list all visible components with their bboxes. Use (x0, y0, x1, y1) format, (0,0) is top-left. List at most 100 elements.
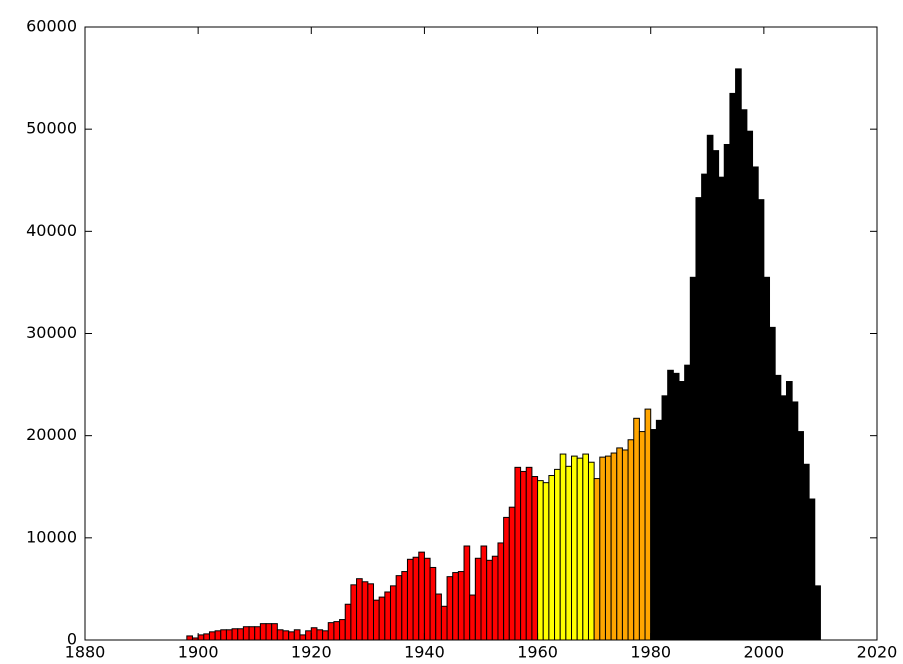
bar (678, 381, 686, 641)
bar (752, 166, 759, 641)
bar (542, 482, 550, 641)
bar (650, 429, 657, 641)
x-tick-label: 1940 (404, 643, 445, 662)
bar (231, 628, 239, 641)
bar (305, 630, 312, 641)
x-tick-label: 1980 (630, 643, 671, 662)
bar (701, 173, 708, 641)
bar (316, 629, 324, 641)
bar (429, 566, 437, 641)
bar (356, 578, 363, 641)
bar (599, 456, 606, 641)
bar (440, 605, 448, 641)
x-tick-label: 2000 (743, 643, 784, 662)
bar (548, 475, 556, 641)
bar (259, 623, 267, 641)
bar (327, 622, 335, 641)
bar (814, 585, 821, 641)
bar (667, 369, 674, 641)
bar (214, 630, 222, 641)
bar (469, 594, 476, 641)
bar (282, 630, 290, 641)
bar (208, 631, 216, 641)
bar (706, 134, 714, 641)
x-tick-label: 1920 (291, 643, 332, 662)
y-tick-label: 40000 (26, 221, 77, 240)
bar (644, 408, 652, 641)
bar (525, 466, 533, 641)
bar (655, 419, 663, 641)
bar (763, 276, 771, 641)
bar (389, 585, 397, 641)
bar (197, 634, 205, 641)
bar (276, 629, 284, 641)
bar (565, 465, 573, 641)
bar (633, 417, 640, 641)
bar (367, 583, 375, 641)
bar (797, 431, 804, 641)
bar (242, 626, 250, 641)
bar (474, 557, 482, 641)
bar (418, 551, 425, 641)
bar (802, 463, 810, 641)
bar (248, 626, 256, 641)
bar (220, 629, 227, 641)
bar (299, 634, 307, 641)
bar (497, 542, 505, 641)
bar (203, 633, 210, 641)
bar (457, 571, 465, 641)
bar (769, 326, 776, 641)
y-tick-label: 10000 (26, 527, 77, 546)
bar (339, 619, 346, 641)
bar (616, 447, 623, 641)
bar (237, 628, 244, 641)
x-tick-label: 1880 (65, 643, 106, 662)
bar (621, 449, 629, 641)
bar (582, 453, 589, 641)
bar (412, 556, 420, 641)
bar (435, 593, 442, 641)
y-tick-label: 0 (67, 630, 77, 649)
bar (333, 621, 341, 641)
bar (780, 395, 787, 641)
bar (508, 506, 516, 641)
bar (712, 150, 720, 641)
bar (808, 498, 816, 641)
bar (406, 558, 414, 641)
x-tick-label: 1900 (178, 643, 219, 662)
bar (480, 545, 488, 641)
x-tick-label: 2020 (857, 643, 898, 662)
bar (520, 470, 527, 641)
bar (587, 461, 595, 641)
bar (537, 480, 544, 641)
bar (344, 603, 352, 641)
bar (661, 395, 669, 641)
bar (186, 635, 193, 641)
y-tick-label: 20000 (26, 425, 77, 444)
bar (384, 591, 391, 641)
bar (254, 626, 261, 641)
y-tick-label: 50000 (26, 119, 77, 138)
bar (695, 197, 703, 641)
bar (452, 572, 459, 641)
x-tick-label: 1960 (517, 643, 558, 662)
bar (672, 372, 680, 641)
bar (361, 581, 369, 641)
y-tick-label: 30000 (26, 323, 77, 342)
bar (531, 476, 539, 641)
bar (373, 599, 380, 641)
bar (463, 545, 471, 641)
bar (350, 584, 358, 641)
bar (271, 623, 278, 641)
bar (746, 130, 754, 641)
bar (571, 455, 578, 641)
bar (491, 555, 499, 641)
y-tick-label: 60000 (26, 17, 77, 36)
bar (718, 176, 725, 641)
bar (604, 455, 612, 641)
bar (638, 431, 646, 641)
bar (757, 199, 765, 641)
bar (791, 401, 799, 641)
bar (576, 457, 584, 641)
